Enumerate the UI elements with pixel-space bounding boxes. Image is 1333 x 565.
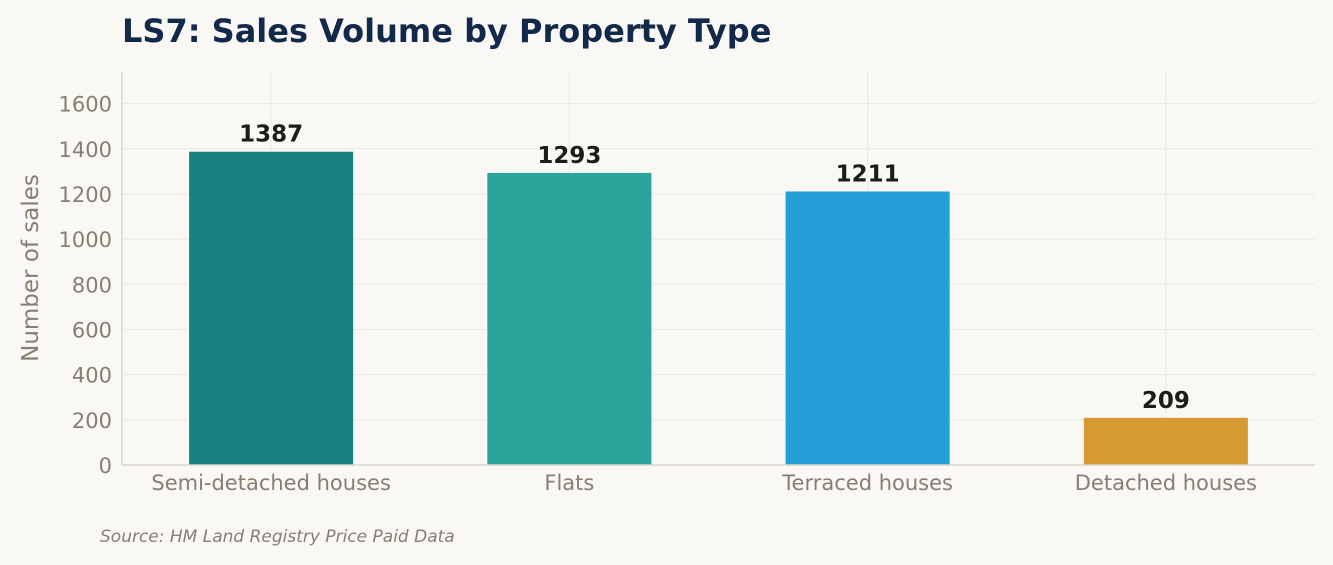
y-tick-label: 200 <box>72 409 112 433</box>
y-tick-label: 600 <box>72 318 112 342</box>
x-tick-label: Detached houses <box>1075 471 1257 495</box>
y-tick-label: 1000 <box>59 228 112 252</box>
bar <box>785 191 950 466</box>
bar-value-label: 1293 <box>537 143 601 169</box>
bar <box>1083 417 1248 465</box>
x-tick-label: Flats <box>544 471 594 495</box>
bar-value-label: 1211 <box>836 161 900 187</box>
y-tick-label: 1600 <box>59 93 112 117</box>
x-tick-label: Semi-detached houses <box>151 471 391 495</box>
y-tick-label: 1400 <box>59 138 112 162</box>
source-note: Source: HM Land Registry Price Paid Data <box>100 527 455 547</box>
bar-value-label: 1387 <box>239 122 303 148</box>
x-tick-label: Terraced houses <box>781 471 953 495</box>
bar-value-label: 209 <box>1142 388 1190 414</box>
y-tick-label: 1200 <box>59 183 112 207</box>
chart-title: LS7: Sales Volume by Property Type <box>122 12 771 50</box>
y-axis-label: Number of sales <box>18 174 44 362</box>
bar <box>189 151 354 465</box>
axes-layer: 0 200 400 600 800 1000 1200 1400 1600 Semi-detach… <box>59 72 1315 495</box>
bars-layer: 1387 1293 1211 209 <box>189 122 1248 466</box>
y-tick-label: 0 <box>99 454 112 478</box>
y-tick-label: 400 <box>72 364 112 388</box>
y-tick-label: 800 <box>72 273 112 297</box>
bar <box>487 172 652 466</box>
